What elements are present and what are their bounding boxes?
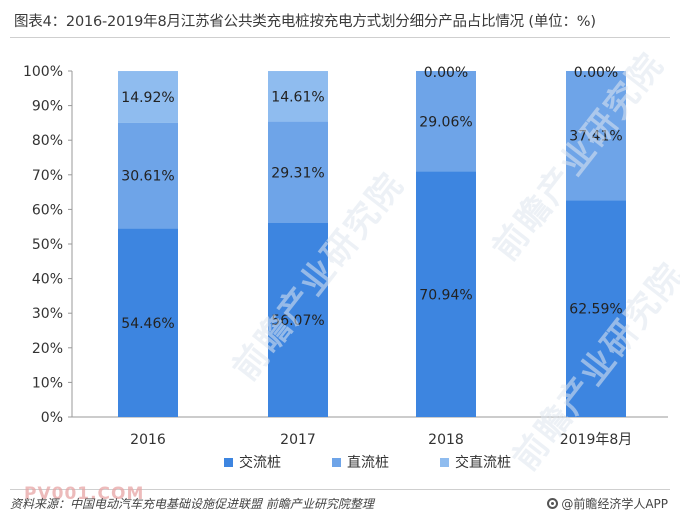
brand-credit: @前瞻经济学人APP	[547, 495, 668, 512]
data-label: 62.59%	[569, 302, 622, 318]
data-label: 30.61%	[121, 169, 174, 185]
title-divider	[10, 37, 670, 38]
data-label: 37.41%	[569, 129, 622, 145]
legend-label: 直流桩	[347, 454, 389, 471]
y-tick-label: 10%	[32, 375, 63, 391]
legend-swatch	[224, 458, 233, 467]
site-watermark: PV001.COM	[24, 484, 145, 504]
data-label: 70.94%	[419, 287, 472, 303]
data-label: 29.31%	[271, 165, 324, 181]
x-tick-label: 2019年8月	[560, 432, 633, 448]
x-tick-label: 2017	[280, 432, 316, 448]
y-tick-label: 30%	[32, 306, 63, 322]
y-tick-label: 40%	[32, 272, 63, 288]
x-tick-label: 2016	[130, 432, 166, 448]
legend-swatch	[440, 458, 449, 467]
bar-segment	[416, 71, 476, 172]
y-tick-label: 50%	[32, 237, 63, 253]
data-label: 29.06%	[419, 114, 472, 130]
brand-logo-icon	[547, 498, 559, 509]
bar-segment	[118, 71, 178, 123]
y-tick-label: 100%	[23, 64, 63, 80]
y-tick-label: 20%	[32, 341, 63, 357]
bar-segment	[566, 71, 626, 201]
brand-text: @前瞻经济学人APP	[561, 497, 668, 511]
legend-label: 交流桩	[239, 454, 281, 471]
bar-segment	[566, 200, 626, 417]
bar-segment	[118, 228, 178, 417]
data-label: 14.61%	[271, 89, 324, 105]
bar-segment	[268, 121, 328, 223]
legend-label: 交直流桩	[455, 454, 511, 471]
y-tick-label: 0%	[41, 410, 63, 426]
data-label: 14.92%	[121, 90, 174, 106]
x-tick-label: 2018	[428, 432, 464, 448]
y-tick-label: 60%	[32, 202, 63, 218]
bar-segment	[268, 71, 328, 122]
bar-segment	[416, 171, 476, 417]
legend-swatch	[332, 458, 341, 467]
y-tick-label: 80%	[32, 133, 63, 149]
data-label: 54.46%	[121, 316, 174, 332]
data-label: 56.07%	[271, 313, 324, 329]
footer-divider	[10, 489, 670, 490]
chart-title: 图表4：2016-2019年8月江苏省公共类充电桩按充电方式划分细分产品占比情况…	[14, 14, 596, 30]
source-note: 资料来源：中国电动汽车充电基础设施促进联盟 前瞻产业研究院整理	[10, 497, 374, 511]
bar-segment	[268, 222, 328, 417]
y-tick-label: 70%	[32, 168, 63, 184]
bar-segment	[118, 122, 178, 229]
y-tick-label: 90%	[32, 99, 63, 115]
data-label: 0.00%	[424, 65, 468, 81]
data-label: 0.00%	[574, 65, 618, 81]
